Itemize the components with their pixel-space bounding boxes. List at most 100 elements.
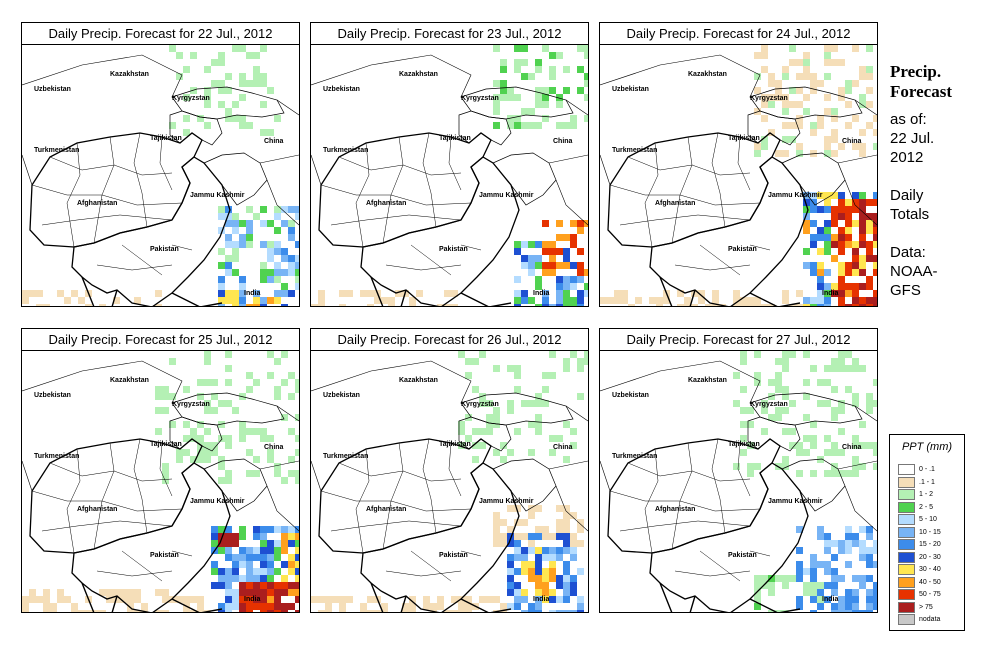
legend-item: 15 - 20 <box>898 539 941 550</box>
as-of-label: as of: <box>890 111 927 128</box>
precip-map: Kazakhstan Uzbekistan Kyrgyzstan Tajikistan… <box>21 350 300 613</box>
map-label-tajikistan: Tajikistan <box>150 441 182 448</box>
map-label-pakistan: Pakistan <box>150 246 179 253</box>
data-source-line1: NOAA- <box>890 263 938 280</box>
daily-line: Daily <box>890 187 924 204</box>
legend-title: PPT (mm) <box>901 441 953 453</box>
legend-label: 1 - 2 <box>919 491 934 498</box>
legend-label: .1 - 1 <box>919 478 935 486</box>
map-label-india: India <box>533 596 549 603</box>
panel-title: Daily Precip. Forecast for 27 Jul., 2012 <box>599 328 878 351</box>
legend-label: 10 - 15 <box>919 528 941 536</box>
legend-item: 20 - 30 <box>898 551 941 563</box>
map-label-india: India <box>822 290 838 297</box>
legend-label: 5 - 10 <box>919 516 937 523</box>
legend-item: 2 - 5 <box>898 501 933 513</box>
legend-swatch <box>898 601 915 613</box>
map-label-kyrgyzstan: Kyrgyzstan <box>172 401 210 408</box>
map-label-jammu-kashmir: Jammu Kashmir <box>479 498 534 505</box>
map-label-pakistan: Pakistan <box>439 552 468 559</box>
map-label-kyrgyzstan: Kyrgyzstan <box>461 95 499 102</box>
map-label-tajikistan: Tajikistan <box>728 441 760 448</box>
map-label-india: India <box>822 596 838 603</box>
legend-item: 0 - .1 <box>898 464 935 475</box>
map-label-kazakhstan: Kazakhstan <box>110 71 149 78</box>
country-borders <box>311 360 588 612</box>
map-label-turkmenistan: Turkmenistan <box>612 147 657 154</box>
precip-grid <box>733 351 877 612</box>
precip-grid <box>311 45 588 306</box>
map-label-uzbekistan: Uzbekistan <box>612 86 649 93</box>
panel-title: Daily Precip. Forecast for 25 Jul., 2012 <box>21 328 300 351</box>
map-label-afghanistan: Afghanistan <box>77 506 117 513</box>
precip-map: Kazakhstan Uzbekistan Kyrgyzstan Tajikistan… <box>310 350 589 613</box>
daily-totals-block: Daily Totals <box>890 186 980 224</box>
map-label-afghanistan: Afghanistan <box>366 200 406 207</box>
legend-item: 10 - 15 <box>898 526 941 538</box>
legend-label: 50 - 75 <box>919 591 941 598</box>
map-label-china: China <box>842 138 862 145</box>
legend-item: 1 - 2 <box>898 489 933 500</box>
legend-swatch <box>898 464 915 475</box>
forecast-panel-6: Daily Precip. Forecast for 27 Jul., 2012… <box>599 328 878 613</box>
map-label-afghanistan: Afghanistan <box>77 200 117 207</box>
precip-map: Kazakhstan Uzbekistan Kyrgyzstan Tajikistan… <box>599 44 878 307</box>
map-label-kazakhstan: Kazakhstan <box>688 71 727 78</box>
legend-item: .1 - 1 <box>898 476 935 488</box>
map-label-tajikistan: Tajikistan <box>150 135 182 142</box>
map-label-turkmenistan: Turkmenistan <box>323 147 368 154</box>
map-label-jammu-kashmir: Jammu Kashmir <box>479 192 534 199</box>
legend-label: 30 - 40 <box>919 566 941 573</box>
legend-label: 20 - 30 <box>919 553 941 561</box>
map-label-tajikistan: Tajikistan <box>439 135 471 142</box>
legend-swatch <box>898 514 915 525</box>
side-title-line2: Forecast <box>890 82 952 101</box>
forecast-panel-3: Daily Precip. Forecast for 24 Jul., 2012… <box>599 22 878 307</box>
map-label-afghanistan: Afghanistan <box>366 506 406 513</box>
legend-swatch <box>898 489 915 500</box>
map-label-pakistan: Pakistan <box>439 246 468 253</box>
legend-item: > 75 <box>898 601 933 613</box>
forecast-panel-5: Daily Precip. Forecast for 26 Jul., 2012… <box>310 328 589 613</box>
map-label-kyrgyzstan: Kyrgyzstan <box>750 401 788 408</box>
legend-swatch <box>898 526 915 538</box>
legend-label: 15 - 20 <box>919 541 941 548</box>
legend-label: nodata <box>919 616 941 623</box>
legend-swatch <box>898 614 915 625</box>
country-borders <box>22 360 299 612</box>
panel-title: Daily Precip. Forecast for 26 Jul., 2012 <box>310 328 589 351</box>
legend-swatch <box>898 476 915 488</box>
map-label-india: India <box>533 290 549 297</box>
map-label-kazakhstan: Kazakhstan <box>399 71 438 78</box>
map-label-uzbekistan: Uzbekistan <box>612 392 649 399</box>
map-label-pakistan: Pakistan <box>150 552 179 559</box>
map-label-uzbekistan: Uzbekistan <box>34 86 71 93</box>
country-borders <box>311 54 588 306</box>
precip-grid <box>22 351 299 612</box>
legend-swatch <box>898 589 915 600</box>
map-label-jammu-kashmir: Jammu Kashmir <box>190 192 245 199</box>
data-source-block: Data: NOAA- GFS <box>890 243 980 300</box>
map-label-kazakhstan: Kazakhstan <box>688 377 727 384</box>
map-label-china: China <box>553 444 573 451</box>
map-label-afghanistan: Afghanistan <box>655 506 695 513</box>
map-label-china: China <box>264 444 284 451</box>
precip-grid <box>22 45 299 306</box>
legend-label: 40 - 50 <box>919 578 941 586</box>
map-label-india: India <box>244 596 260 603</box>
side-title: Precip. Forecast <box>890 62 980 102</box>
legend-label: > 75 <box>919 603 933 611</box>
panel-title: Daily Precip. Forecast for 24 Jul., 2012 <box>599 22 878 45</box>
legend-item: 40 - 50 <box>898 576 941 588</box>
map-label-kyrgyzstan: Kyrgyzstan <box>461 401 499 408</box>
panel-title: Daily Precip. Forecast for 23 Jul., 2012 <box>310 22 589 45</box>
map-label-uzbekistan: Uzbekistan <box>34 392 71 399</box>
map-label-uzbekistan: Uzbekistan <box>323 392 360 399</box>
legend-swatch <box>898 551 915 563</box>
forecast-panel-4: Daily Precip. Forecast for 25 Jul., 2012… <box>21 328 300 613</box>
legend-item: 5 - 10 <box>898 514 937 525</box>
as-of-block: as of: 22 Jul. 2012 <box>890 110 980 167</box>
map-label-jammu-kashmir: Jammu Kashmir <box>768 192 823 199</box>
as-of-year: 2012 <box>890 149 924 166</box>
legend-item: 50 - 75 <box>898 589 941 600</box>
